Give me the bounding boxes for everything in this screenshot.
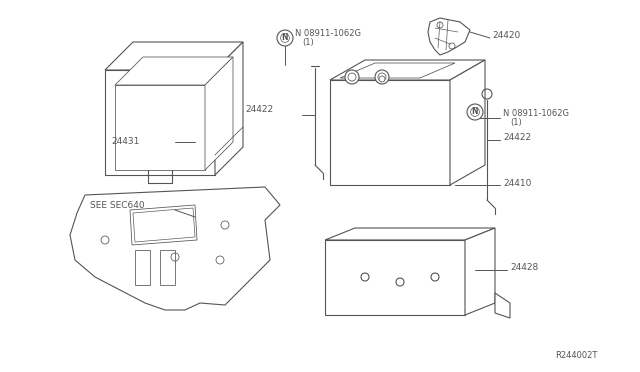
Polygon shape xyxy=(105,42,243,70)
Polygon shape xyxy=(330,60,485,80)
Text: 24410: 24410 xyxy=(503,179,531,187)
Polygon shape xyxy=(115,57,233,85)
Polygon shape xyxy=(340,63,455,78)
Text: N 08911-1062G: N 08911-1062G xyxy=(295,29,361,38)
Text: (1): (1) xyxy=(510,119,522,128)
Text: 24428: 24428 xyxy=(510,263,538,273)
Text: R244002T: R244002T xyxy=(555,352,597,360)
Text: 24422: 24422 xyxy=(503,134,531,142)
Text: (1): (1) xyxy=(302,38,314,48)
Circle shape xyxy=(379,76,385,82)
Text: SEE SEC640: SEE SEC640 xyxy=(90,201,145,209)
Text: N: N xyxy=(471,108,477,116)
Text: N 08911-1062G: N 08911-1062G xyxy=(503,109,569,118)
Circle shape xyxy=(277,30,293,46)
Polygon shape xyxy=(205,57,233,170)
Polygon shape xyxy=(135,250,150,285)
Polygon shape xyxy=(465,228,495,315)
Polygon shape xyxy=(428,18,470,55)
Polygon shape xyxy=(130,205,197,245)
Polygon shape xyxy=(495,293,510,318)
Polygon shape xyxy=(325,228,495,240)
Circle shape xyxy=(345,70,359,84)
Polygon shape xyxy=(215,42,243,175)
Polygon shape xyxy=(330,80,450,185)
Circle shape xyxy=(375,70,389,84)
Polygon shape xyxy=(160,250,175,285)
Text: 24420: 24420 xyxy=(492,31,520,39)
Polygon shape xyxy=(115,85,205,170)
Text: 24422: 24422 xyxy=(245,106,273,115)
Polygon shape xyxy=(105,70,215,175)
Polygon shape xyxy=(450,60,485,185)
Text: N: N xyxy=(281,33,287,42)
Text: 24431: 24431 xyxy=(111,138,140,147)
Polygon shape xyxy=(70,187,280,310)
Polygon shape xyxy=(325,240,465,315)
Polygon shape xyxy=(133,208,195,242)
Circle shape xyxy=(467,104,483,120)
